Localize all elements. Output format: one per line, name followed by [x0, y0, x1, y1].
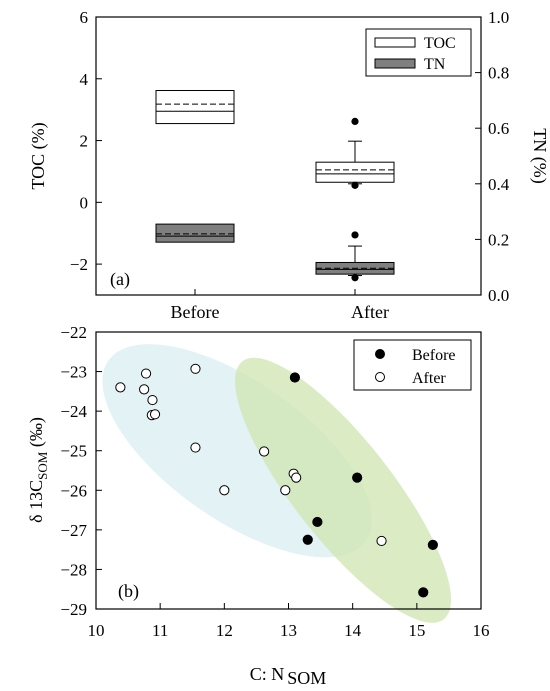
- y-tick-label: −24: [60, 402, 87, 421]
- right-tick-label: 1.0: [488, 8, 509, 27]
- after-point: [376, 535, 387, 547]
- left-tick-label: 4: [80, 70, 89, 89]
- before-point: [427, 539, 438, 550]
- category-after: After: [351, 302, 389, 322]
- before-point: [352, 472, 363, 483]
- legend-toc-swatch: [374, 37, 416, 48]
- y-label-main: δ 13C: [26, 480, 46, 523]
- after-point: [280, 485, 291, 496]
- y-tick-label: −23: [60, 363, 87, 382]
- after-point: [147, 394, 158, 406]
- y-tick-label: −28: [60, 560, 87, 579]
- legend-after-label: After: [412, 370, 446, 387]
- left-tick-label: 2: [80, 132, 89, 151]
- after-point: [139, 384, 150, 395]
- toc-outlier-after: [351, 117, 359, 126]
- x-tick-label: 15: [408, 621, 425, 640]
- panel-b-ellipses: [102, 344, 452, 623]
- right-tick-label: 0.4: [488, 175, 510, 194]
- after-point: [291, 472, 302, 483]
- panel-b-label: (b): [118, 581, 139, 602]
- x-label-subscript: SOM: [287, 668, 326, 688]
- panel-b-points: [115, 363, 438, 598]
- x-tick-label: 16: [473, 621, 490, 640]
- tn-box-before: [155, 223, 235, 243]
- toc-box-after: [315, 161, 395, 183]
- x-label-main: C: N: [250, 664, 285, 684]
- legend-before-marker: [375, 349, 385, 359]
- panel-a-right-axis-label: TN (%): [529, 128, 550, 183]
- panel-b-y-axis-label: δ 13CSOM (‰): [26, 417, 50, 523]
- x-tick-label: 14: [344, 621, 362, 640]
- panel-b-x-axis-label: C: N SOM: [250, 664, 327, 688]
- panel-b: 10 11 12 13 14 15 16 −22 −23 −24 −25 −26 −27 −28 −29 (…: [26, 323, 490, 688]
- y-tick-label: −25: [60, 442, 87, 461]
- legend-toc-label: TOC: [424, 35, 456, 52]
- toc-outlier-after: [351, 181, 359, 189]
- legend-before-label: Before: [412, 347, 456, 364]
- y-tick-label: −27: [60, 521, 87, 540]
- legend-tn-label: TN: [424, 56, 446, 73]
- panel-a-boxes: [155, 90, 395, 282]
- before-point: [418, 587, 429, 598]
- toc-box-before: [155, 90, 235, 125]
- panel-a-label: (a): [110, 269, 130, 290]
- before-point: [312, 516, 323, 528]
- y-tick-label: −26: [60, 481, 87, 500]
- after-point: [115, 382, 126, 393]
- after-point: [140, 368, 152, 379]
- tn-outlier-after: [351, 231, 359, 239]
- right-tick-label: 0.2: [488, 230, 509, 249]
- panel-a-frame: [95, 16, 482, 296]
- x-tick-label: 11: [152, 621, 168, 640]
- left-tick-label: 0: [80, 193, 89, 212]
- x-tick-label: 13: [280, 621, 297, 640]
- x-tick-label: 10: [88, 621, 105, 640]
- after-point: [190, 363, 201, 374]
- left-tick-label: −2: [70, 255, 88, 274]
- right-tick-label: 0.0: [488, 286, 509, 305]
- y-label-subscript: SOM: [35, 451, 50, 480]
- panel-b-legend-frame: [353, 339, 472, 391]
- tn-outlier-after: [351, 274, 359, 282]
- panel-a-ticks: −2 0 2 4 6 0.0 0.2 0.4 0.6 0.8 1.0: [70, 8, 510, 305]
- y-label-suffix: (‰): [26, 417, 47, 452]
- panel-a-legend: TOC TN: [365, 28, 472, 77]
- category-before: Before: [171, 302, 220, 322]
- legend-tn-swatch: [374, 58, 416, 69]
- right-tick-label: 0.6: [488, 119, 509, 138]
- x-tick-label: 12: [216, 621, 233, 640]
- after-point: [219, 485, 230, 496]
- y-tick-label: −29: [60, 600, 87, 619]
- before-point: [302, 534, 313, 545]
- after-point: [190, 442, 201, 453]
- after-point: [149, 409, 161, 420]
- panel-b-ticks: 10 11 12 13 14 15 16 −22 −23 −24 −25 −26 −27 −28 −29: [60, 323, 489, 640]
- right-tick-label: 0.8: [488, 64, 509, 83]
- left-tick-label: 6: [80, 8, 89, 27]
- before-confidence-ellipse: [235, 357, 452, 623]
- panel-b-legend: Before After: [353, 339, 472, 391]
- panel-a-left-axis-label: TOC (%): [28, 122, 49, 189]
- before-point: [289, 372, 301, 383]
- after-point: [259, 446, 270, 457]
- y-tick-label: −22: [60, 323, 87, 342]
- legend-after-marker: [375, 372, 385, 382]
